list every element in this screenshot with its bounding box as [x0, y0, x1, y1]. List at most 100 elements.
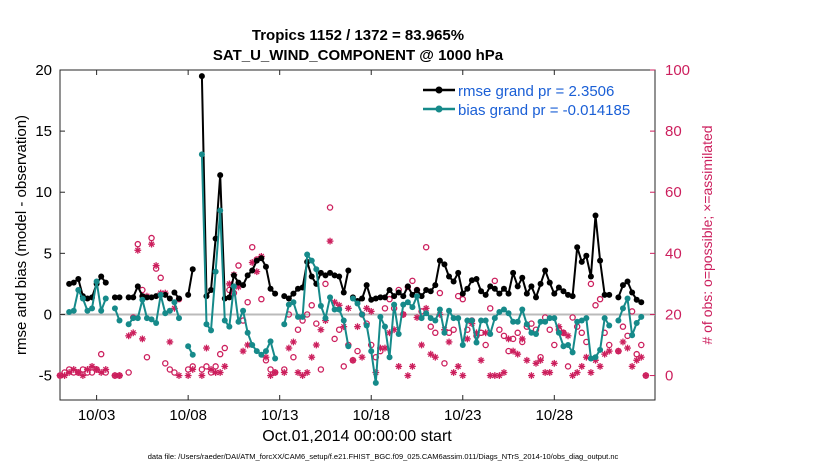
bias-point	[363, 322, 370, 329]
obs-assimilated-point	[450, 369, 458, 376]
y-tick-label-left: 0	[44, 306, 52, 323]
bias-point	[262, 348, 269, 355]
rmse-point	[436, 257, 443, 264]
bias-point	[505, 310, 512, 317]
rmse-point	[414, 287, 420, 293]
rmse-point	[606, 291, 613, 298]
obs-assimilated-stroke	[478, 357, 484, 364]
bias-point	[98, 307, 105, 314]
rmse-point	[459, 290, 466, 297]
obs-possible-point	[587, 280, 595, 288]
obs-assimilated-stroke	[455, 363, 462, 370]
rmse-point	[446, 273, 453, 280]
bias-point	[473, 339, 480, 346]
bias-point	[66, 309, 73, 315]
rmse-point	[638, 299, 645, 306]
obs-assimilated-stroke	[240, 348, 246, 354]
obs-assimilated-stroke	[496, 372, 503, 379]
bias-point	[111, 305, 118, 312]
obs-assimilated-stroke	[226, 281, 233, 287]
bias-point	[368, 348, 375, 355]
obs-assimilated-stroke	[93, 366, 100, 373]
rmse-point	[176, 295, 182, 302]
rmse-point	[70, 279, 77, 286]
obs-assimilated-point	[537, 356, 544, 364]
obs-assimilated-point	[427, 350, 435, 358]
rmse-point	[523, 290, 530, 297]
obs-assimilated-point	[312, 341, 320, 349]
obs-assimilated-stroke	[459, 372, 466, 379]
obs-assimilated-point	[134, 246, 142, 254]
bias-point	[624, 295, 631, 302]
rmse-point	[473, 276, 480, 282]
bias-point	[478, 317, 485, 324]
bias-point	[395, 331, 402, 337]
obs-assimilated-point	[285, 344, 293, 352]
rmse-point	[551, 290, 558, 297]
obs-possible-point	[564, 363, 572, 370]
rmse-point	[386, 287, 393, 293]
rmse-point	[249, 267, 256, 274]
rmse-point	[528, 283, 535, 290]
obs-assimilated-point	[207, 366, 215, 373]
obs-assimilated-stroke	[148, 241, 155, 248]
y-tick-label-right: 40	[665, 245, 682, 262]
bias-point	[322, 315, 329, 322]
rmse-point	[116, 294, 123, 301]
rmse-point	[587, 273, 594, 280]
bias-point	[272, 355, 279, 362]
chart-title-line-2: SAT_U_WIND_COMPONENT @ 1000 hPa	[213, 47, 504, 64]
y-tick-label-right: 60	[665, 184, 682, 201]
obs-assimilated-point	[61, 372, 68, 379]
obs-assimilated-point	[500, 369, 508, 376]
obs-assimilated-point	[198, 372, 206, 379]
obs-assimilated-stroke	[125, 332, 132, 339]
obs-assimilated-point	[505, 335, 512, 343]
obs-assimilated-stroke	[418, 342, 425, 348]
obs-assimilated-stroke	[423, 305, 429, 312]
obs-assimilated-point	[601, 350, 609, 358]
bias-point	[176, 315, 182, 322]
obs-assimilated-point	[271, 369, 279, 376]
obs-assimilated-stroke	[519, 336, 526, 342]
bias-point	[487, 331, 494, 337]
obs-possible-point	[88, 369, 96, 376]
obs-assimilated-stroke	[304, 369, 310, 376]
rmse-point	[482, 291, 489, 298]
obs-assimilated-stroke	[510, 348, 516, 354]
rmse-point	[418, 293, 425, 300]
rmse-point	[500, 285, 507, 292]
obs-possible-point	[290, 353, 297, 361]
obs-possible-point	[171, 369, 178, 376]
bias-point	[327, 294, 334, 301]
obs-assimilated-point	[354, 323, 361, 331]
obs-assimilated-point	[367, 307, 375, 315]
obs-assimilated-stroke	[524, 357, 530, 364]
rmse-point	[400, 293, 407, 300]
obs-assimilated-stroke	[446, 339, 452, 345]
y-tick-label-right: 80	[665, 123, 682, 140]
obs-possible-point	[198, 366, 206, 373]
obs-assimilated-stroke	[528, 372, 535, 379]
obs-assimilated-stroke	[176, 372, 182, 379]
rmse-point	[102, 279, 109, 286]
y-tick-label-right: 100	[665, 62, 690, 79]
obs-possible-point	[331, 335, 338, 343]
bias-point	[601, 315, 608, 322]
obs-assimilated-point	[532, 359, 540, 367]
obs-assimilated-stroke	[308, 354, 315, 361]
rmse-point	[441, 261, 448, 268]
obs-assimilated-point	[518, 335, 526, 343]
rmse-point	[496, 290, 503, 297]
obs-possible-point	[303, 311, 311, 318]
bias-point	[221, 317, 228, 324]
bias-point	[313, 266, 320, 273]
obs-assimilated-stroke	[542, 369, 548, 376]
obs-assimilated-point	[116, 372, 123, 379]
bias-point	[79, 295, 86, 302]
obs-assimilated-point	[216, 369, 224, 376]
obs-assimilated-point	[102, 366, 110, 373]
obs-possible-point	[633, 350, 640, 358]
obs-possible-point	[605, 341, 613, 349]
